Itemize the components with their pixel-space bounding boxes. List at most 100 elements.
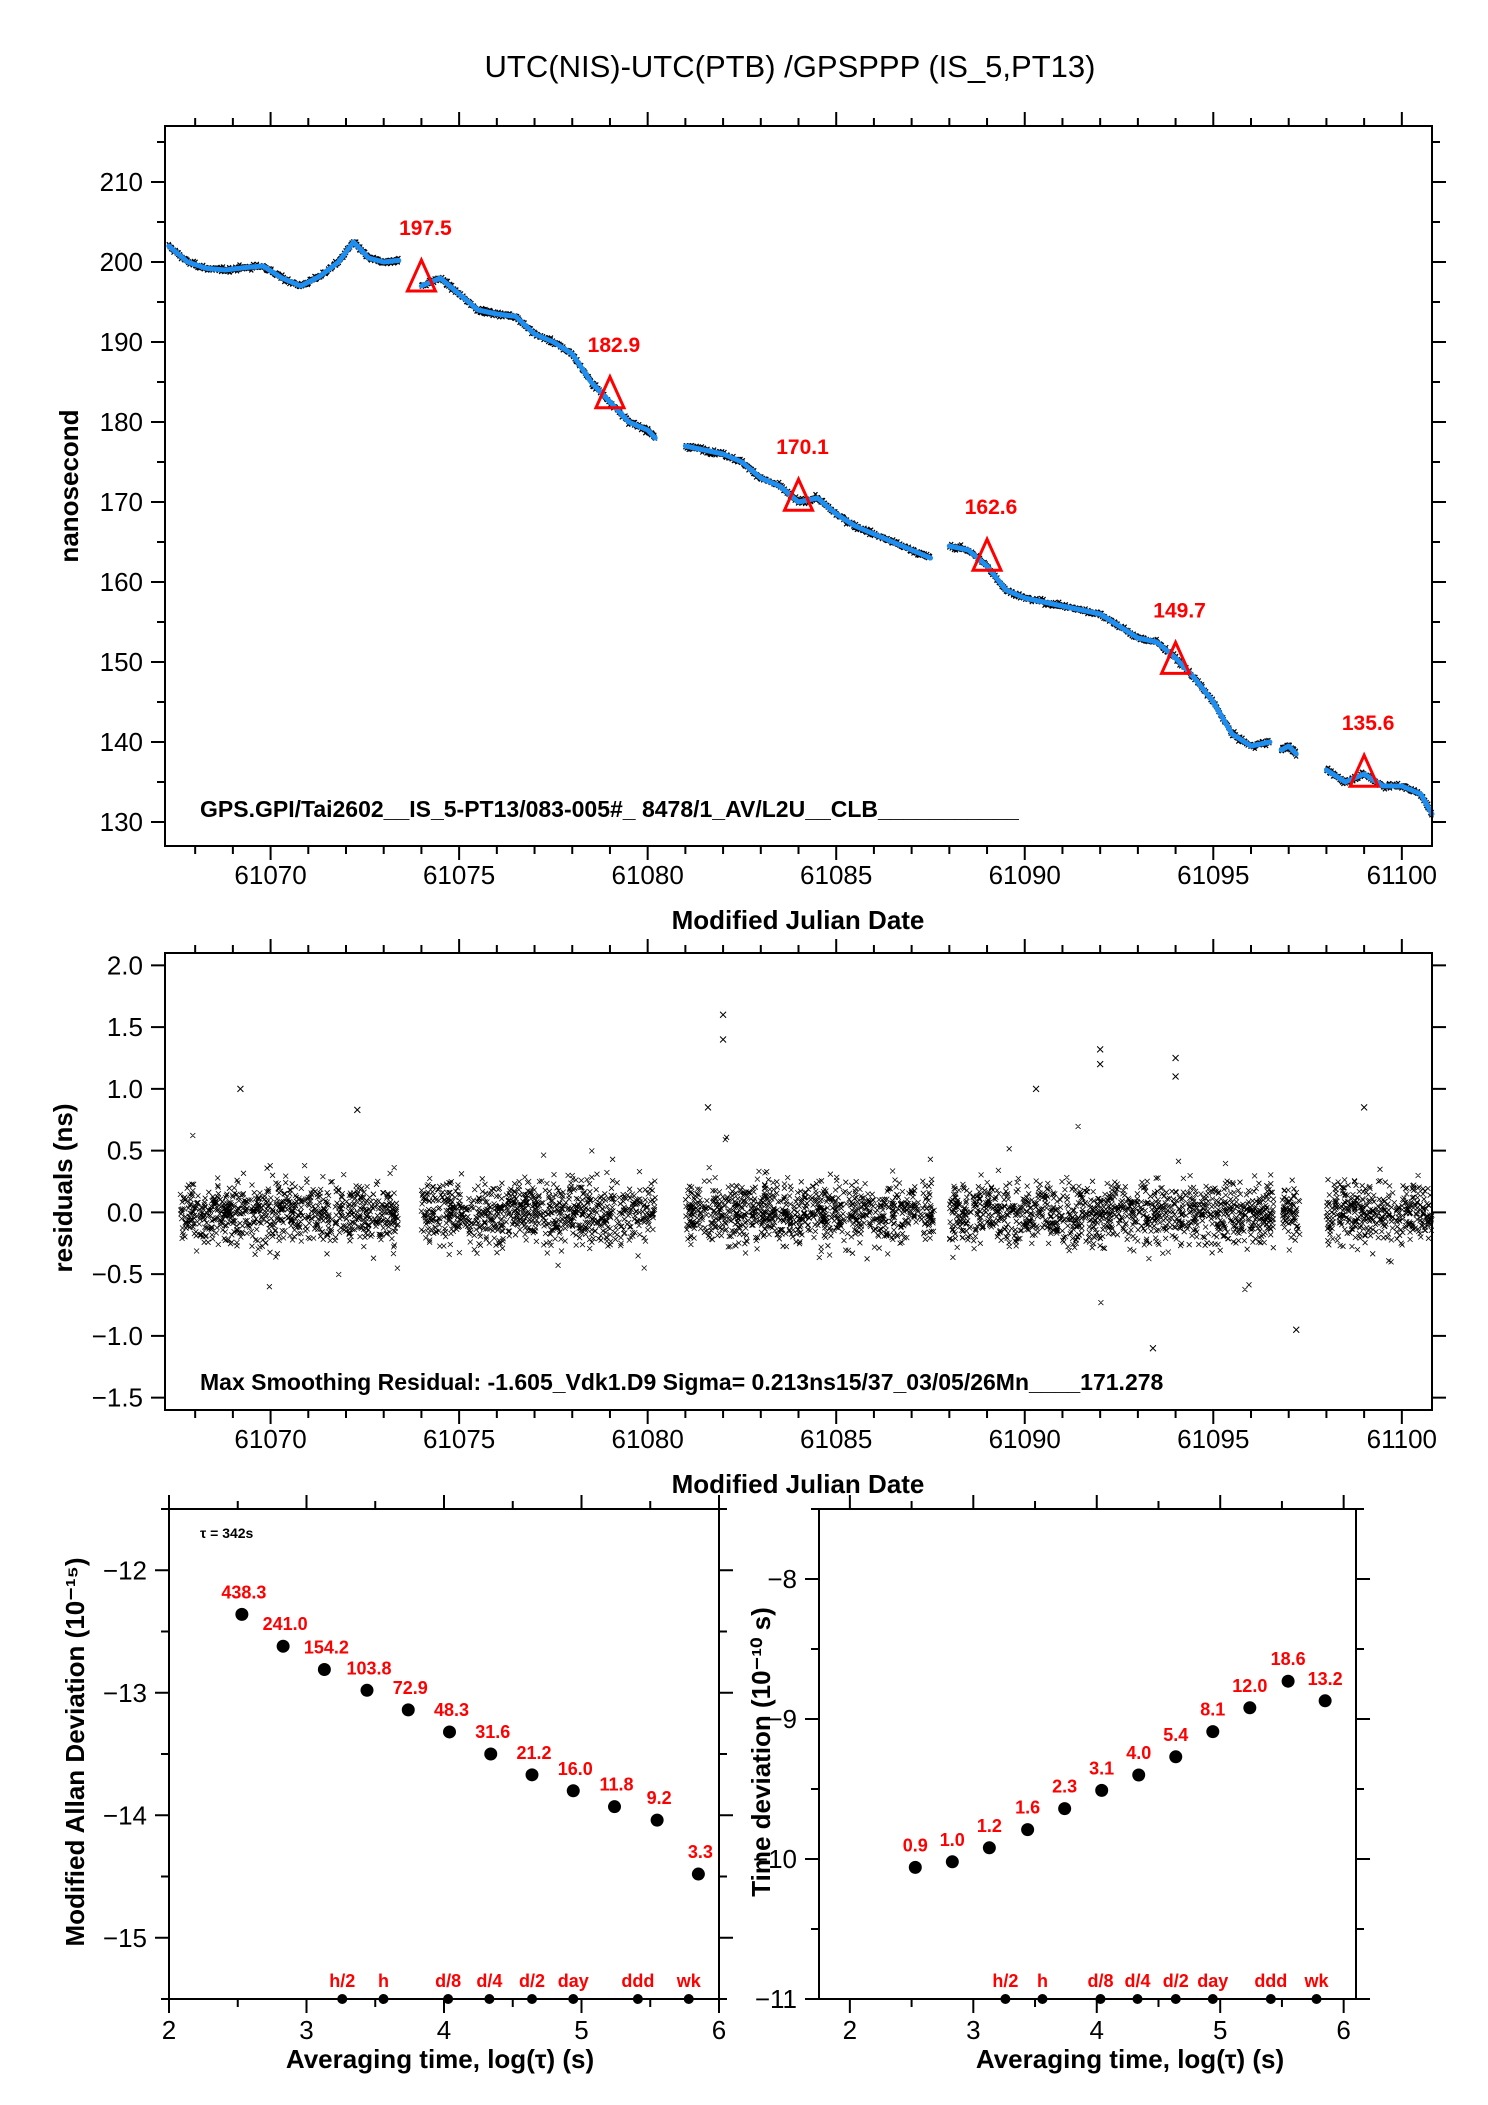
y-tick-label: −1.0 [92, 1321, 143, 1351]
y-tick-label: −11 [755, 1984, 797, 2014]
residual-points [177, 1123, 1435, 1306]
residual-outlier [237, 1085, 244, 1093]
time-series-axes: 61070 61075 61080 61085 61090 61095 61100 130 14… [100, 112, 1446, 890]
y-tick-label: 1.5 [107, 1012, 143, 1042]
x-tick-label: 61090 [989, 1424, 1061, 1454]
y-tick-label: −0.5 [92, 1259, 143, 1289]
triangle-marker [405, 256, 438, 293]
y-tick-label: −15 [103, 1923, 147, 1953]
deviation-point [945, 1855, 959, 1869]
x-tick-label: 61070 [234, 1424, 306, 1454]
smoothed-line-segment [1278, 743, 1299, 757]
marker-value-label: 170.1 [776, 436, 829, 459]
x-tick-label: 61075 [423, 1424, 495, 1454]
deviation-value-label: 241.0 [263, 1614, 308, 1634]
deviation-point [691, 1867, 705, 1881]
deviation-value-label: 438.3 [221, 1582, 266, 1602]
x-tick-label: 6 [1336, 2015, 1350, 2045]
deviation-value-label: 16.0 [558, 1759, 593, 1779]
y-tick-label: −9 [767, 1704, 797, 1734]
time-marker-label: h/2 [329, 1971, 355, 1991]
deviation-value-label: 18.6 [1271, 1649, 1306, 1669]
deviation-value-label: 1.2 [977, 1816, 1002, 1836]
x-tick-label: 4 [437, 2015, 451, 2045]
time-marker-label: ddd [621, 1971, 654, 1991]
deviation-value-label: 11.8 [599, 1775, 633, 1795]
x-tick-label: 3 [299, 2015, 313, 2045]
time-marker-label: d/2 [519, 1971, 545, 1991]
deviation-point [1281, 1674, 1295, 1688]
y-tick-label: 0.5 [107, 1136, 143, 1166]
deviation-value-label: 0.9 [903, 1835, 928, 1855]
time-marker-label: d/8 [435, 1971, 461, 1991]
deviation-value-label: 31.6 [475, 1722, 510, 1742]
deviation-point [317, 1662, 331, 1676]
tdev-panel: 0.9 1.0 1.2 1.6 2.3 3.1 4.0 5.4 8.1 12.018.613.2 h… [746, 1495, 1370, 2074]
deviation-value-label: 154.2 [304, 1637, 349, 1657]
residual-outlier [1172, 1073, 1179, 1080]
x-tick-label: 6 [712, 2015, 726, 2045]
y-tick-label: 160 [100, 567, 143, 597]
residual-outlier [719, 1011, 727, 1019]
tdev-plot-area: 0.9 1.0 1.2 1.6 2.3 3.1 4.0 5.4 8.1 12.018.613.2 h… [903, 1649, 1343, 2004]
y-tick-label: 210 [100, 167, 143, 197]
deviation-point [401, 1703, 415, 1717]
time-marker-label: h [1037, 1971, 1048, 1991]
y-tick-label: 130 [100, 807, 143, 837]
marker-value-label: 182.9 [588, 334, 641, 357]
residual-outlier [1096, 1060, 1104, 1068]
deviation-value-label: 12.0 [1232, 1676, 1267, 1696]
tdev-frame [818, 1508, 1357, 2000]
time-marker-label: h/2 [992, 1971, 1018, 1991]
marker-value-label: 162.6 [965, 496, 1018, 519]
deviation-value-label: 8.1 [1200, 1700, 1225, 1720]
x-tick-label: 61100 [1367, 1424, 1437, 1454]
marker-value-label: 149.7 [1153, 599, 1206, 622]
deviation-point [484, 1747, 498, 1761]
x-tick-label: 3 [966, 2015, 980, 2045]
deviation-point [1058, 1802, 1072, 1816]
time-marker-label: day [1197, 1971, 1228, 1991]
time-series-y-label: nanosecond [54, 409, 84, 562]
x-tick-label: 61085 [800, 860, 872, 890]
deviation-point [276, 1639, 290, 1653]
x-tick-label: 61080 [612, 860, 684, 890]
deviation-point [1243, 1701, 1257, 1715]
deviation-point [982, 1841, 996, 1855]
residuals-x-label: Modified Julian Date [672, 1469, 925, 1499]
triangle-marker [782, 475, 815, 512]
marker-value-label: 135.6 [1342, 712, 1395, 735]
x-tick-label: 61085 [800, 1424, 872, 1454]
x-tick-label: 4 [1090, 2015, 1104, 2045]
deviation-point [525, 1768, 539, 1782]
deviation-value-label: 1.0 [940, 1830, 965, 1850]
time-marker-label: d/4 [476, 1971, 502, 1991]
deviation-point [650, 1813, 664, 1827]
x-tick-label: 2 [843, 2015, 857, 2045]
time-marker-label: d/2 [1163, 1971, 1189, 1991]
time-marker-label: wk [676, 1971, 702, 1991]
x-tick-label: 61095 [1177, 860, 1249, 890]
deviation-point [1169, 1750, 1183, 1764]
smoothed-line-segment [1323, 767, 1435, 817]
deviation-value-label: 1.6 [1015, 1798, 1040, 1818]
deviation-value-label: 72.9 [393, 1678, 428, 1698]
residual-outlier [1172, 1054, 1179, 1062]
residual-outlier [1032, 1085, 1040, 1093]
mdev-tau-note: τ = 342s [200, 1525, 254, 1541]
deviation-value-label: 3.3 [688, 1842, 713, 1862]
residual-outlier [353, 1106, 361, 1114]
deviation-point [908, 1860, 922, 1874]
y-tick-label: 0.0 [107, 1197, 143, 1227]
y-tick-label: 1.0 [107, 1074, 143, 1104]
tdev-axes: 2 3 4 5 6 −8 −9 −10 −11 [753, 1495, 1370, 2045]
time-series-x-label: Modified Julian Date [672, 905, 925, 935]
deviation-point [1318, 1694, 1332, 1708]
time-marker-label: day [558, 1971, 589, 1991]
residual-outlier [1292, 1326, 1300, 1334]
tdev-y-label: Time deviation (10⁻¹⁰ s) [746, 1607, 776, 1897]
triangle-marker [1159, 638, 1192, 675]
x-tick-label: 61100 [1367, 860, 1437, 890]
y-tick-label: −8 [767, 1564, 797, 1594]
